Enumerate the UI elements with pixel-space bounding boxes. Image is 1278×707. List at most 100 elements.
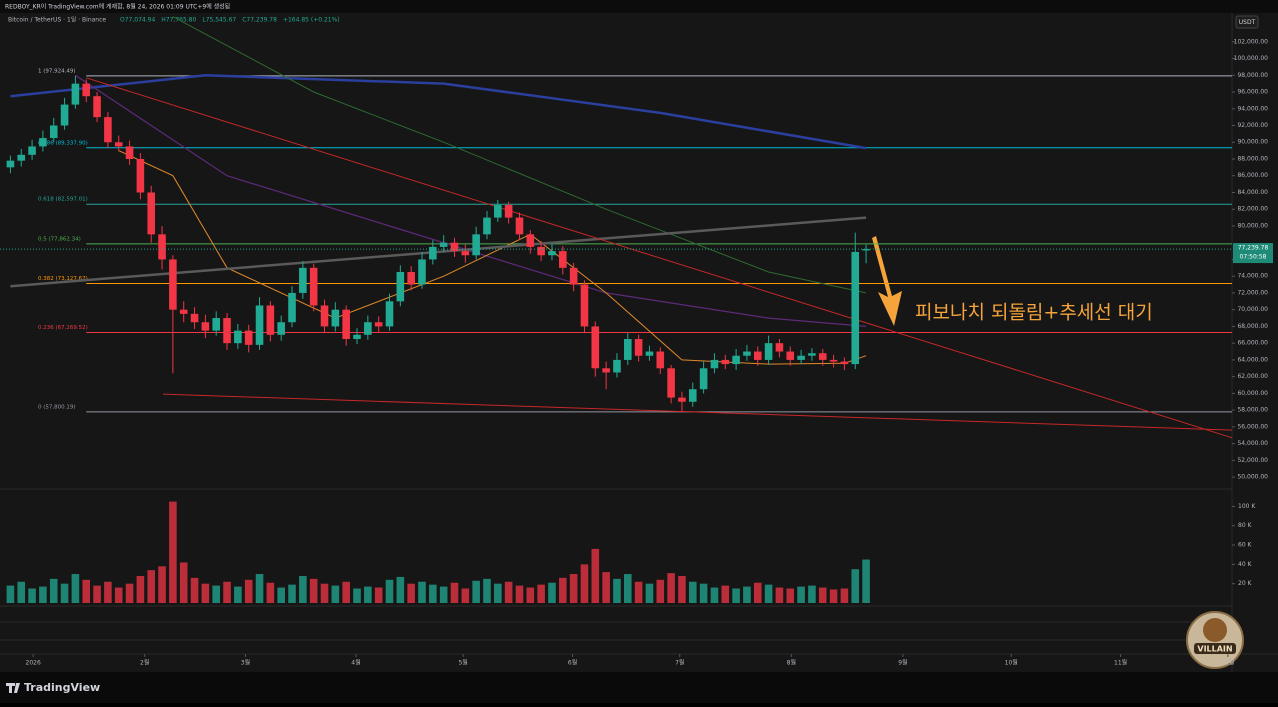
candle-body — [743, 351, 751, 356]
volume-bar — [548, 582, 556, 603]
volume-bar — [82, 579, 91, 603]
volume-bar — [504, 581, 513, 603]
candle-body — [818, 353, 827, 360]
volume-tick-label: 60 K — [1238, 542, 1253, 549]
candle-body — [429, 246, 437, 260]
candle-body — [461, 251, 470, 256]
overlay-line — [172, 16, 867, 294]
currency-button[interactable] — [1235, 15, 1259, 29]
candle-body — [418, 259, 426, 285]
y-tick-label: 80,000.00 — [1237, 222, 1268, 229]
volume-bar — [472, 580, 480, 603]
fib-label: 0.382 (73,127.67) — [38, 276, 88, 282]
volume-bar — [764, 584, 773, 603]
x-tick-label: 6월 — [568, 659, 577, 667]
y-tick-label: 50,000.00 — [1237, 474, 1268, 481]
candle-body — [49, 125, 58, 139]
overlay-line — [10, 74, 867, 150]
candle-body — [678, 397, 686, 402]
candle-body — [623, 338, 632, 360]
volume-bar — [613, 578, 621, 603]
candle-body — [104, 117, 112, 143]
overlay-line — [75, 74, 867, 327]
candle-body — [797, 355, 805, 360]
ohlc-value: +164.85 (+0.21%) — [283, 17, 340, 24]
candle-body — [504, 205, 513, 218]
volume-bar — [342, 581, 350, 603]
volume-bar — [569, 574, 578, 603]
y-tick-label: 56,000.00 — [1237, 423, 1268, 430]
volume-bar — [320, 583, 329, 603]
y-tick-label: 94,000.00 — [1237, 105, 1268, 112]
candle-body — [288, 292, 296, 323]
volume-bar — [49, 578, 58, 603]
fib-label: 0.618 (82,597.01) — [38, 197, 88, 203]
volume-bar — [526, 587, 535, 603]
volume-bar — [461, 588, 470, 603]
candle-body — [39, 138, 47, 147]
publish-info: REDBOY_KR이 TradingView.com에 게재함, 8월 24, … — [5, 3, 230, 11]
candle-body — [840, 361, 849, 365]
volume-bar — [147, 570, 156, 603]
y-tick-label: 100,000.00 — [1234, 55, 1269, 62]
ohlc-value: C77,239.78 — [242, 17, 277, 24]
volume-bar — [418, 581, 426, 603]
fib-label: 0.236 (67,269.52) — [38, 325, 88, 331]
candle-body — [634, 338, 643, 356]
watermark: TradingView — [24, 681, 100, 694]
volume-bar — [494, 583, 502, 603]
candle-body — [158, 234, 166, 260]
ohlc-value: O77,074.94 — [120, 17, 155, 24]
volume-bar — [699, 583, 708, 603]
y-tick-label: 82,000.00 — [1237, 206, 1268, 213]
volume-bar — [818, 587, 827, 603]
candle-body — [537, 246, 545, 256]
volume-bar — [17, 581, 26, 603]
candle-body — [374, 322, 383, 327]
volume-bar — [212, 585, 220, 603]
volume-bar — [602, 572, 610, 603]
volume-bar — [190, 577, 199, 603]
currency-label[interactable]: USDT — [1239, 19, 1256, 26]
ohlc-header: O77,074.94 H77,765.80 L75,545.67 C77,239.78… — [120, 17, 340, 24]
y-tick-label: 92,000.00 — [1237, 122, 1268, 129]
volume-bar — [309, 578, 318, 603]
candle-body — [244, 330, 253, 345]
volume-bar — [277, 587, 285, 603]
volume-bar — [732, 588, 740, 603]
volume-bar — [743, 586, 751, 603]
candle-body — [234, 330, 242, 344]
volume-bar — [808, 585, 816, 603]
volume-bar — [39, 586, 47, 603]
volume-bar — [678, 575, 686, 603]
candle-body — [580, 284, 589, 327]
volume-bar — [840, 588, 849, 603]
ohlc-value: L75,545.67 — [202, 17, 236, 24]
volume-tick-label: 40 K — [1238, 561, 1253, 568]
volume-bar — [255, 574, 264, 603]
candle-body — [526, 234, 535, 247]
candle-body — [645, 351, 654, 356]
volume-bar — [266, 582, 275, 603]
y-tick-label: 102,000.00 — [1234, 38, 1269, 45]
volume-bar — [862, 559, 870, 603]
volume-tick-label: 80 K — [1238, 522, 1253, 529]
fib-label: 0.786 (89,337.90) — [38, 140, 88, 146]
candle-body — [569, 267, 578, 285]
candle-body — [212, 318, 220, 331]
volume-bar — [374, 587, 383, 603]
volume-bar — [244, 579, 253, 603]
y-tick-label: 84,000.00 — [1237, 189, 1268, 196]
x-tick-label: 3월 — [241, 659, 250, 667]
y-tick-label: 88,000.00 — [1237, 155, 1268, 162]
candle-body — [764, 343, 773, 360]
y-tick-label: 64,000.00 — [1237, 356, 1268, 363]
candle-body — [136, 158, 145, 193]
candle-body — [829, 359, 838, 362]
volume-bar — [407, 583, 415, 603]
annotation: 피보나치 되돌림+추세선 대기 — [915, 302, 1153, 324]
y-tick-label: 74,000.00 — [1237, 273, 1268, 280]
x-tick-label: 2026 — [26, 660, 41, 667]
volume-bar — [114, 587, 123, 603]
